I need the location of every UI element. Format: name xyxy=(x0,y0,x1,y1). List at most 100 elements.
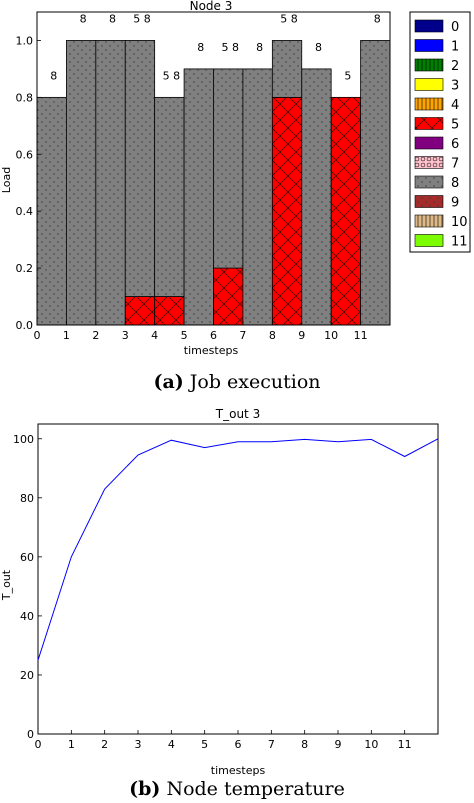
y-tick-label: 80 xyxy=(20,492,34,505)
legend-swatch xyxy=(414,136,444,150)
y-axis-label: Load xyxy=(0,167,13,193)
bar-segment-pattern xyxy=(125,40,155,297)
legend-label: 7 xyxy=(451,157,459,172)
bar-label: 5 8 xyxy=(221,41,239,54)
x-tick-label: 3 xyxy=(122,329,129,342)
x-tick-label: 10 xyxy=(364,738,378,751)
legend-label: 3 xyxy=(451,79,459,94)
bar-label: 5 8 xyxy=(133,12,151,25)
y-tick-label: 0.4 xyxy=(16,205,34,218)
bar-segment-pattern xyxy=(213,68,243,269)
legend-swatch-pattern xyxy=(415,117,443,130)
legend-swatch-pattern xyxy=(415,98,443,110)
bar-segment-pattern xyxy=(272,40,302,98)
x-tick-label: 7 xyxy=(239,329,246,342)
bar-segment-pattern xyxy=(301,68,332,325)
legend-label: 5 xyxy=(451,118,459,133)
legend-label: 9 xyxy=(451,196,459,211)
caption-b: (b) Node temperature xyxy=(0,778,474,800)
bar-segment-pattern xyxy=(272,97,302,325)
caption-a-text: Job execution xyxy=(189,371,321,393)
legend-label: 2 xyxy=(451,59,459,74)
legend-label: 0 xyxy=(451,20,459,35)
x-tick-label: 5 xyxy=(181,329,188,342)
x-tick-label: 2 xyxy=(92,329,99,342)
bar-label: 5 xyxy=(344,69,351,82)
legend-label: 4 xyxy=(451,98,459,113)
x-tick-label: 5 xyxy=(201,738,208,751)
x-tick-label: 1 xyxy=(63,329,70,342)
x-tick-label: 4 xyxy=(151,329,158,342)
legend-swatch-pattern xyxy=(415,59,443,71)
bar-segment-pattern xyxy=(125,296,155,325)
caption-b-text: Node temperature xyxy=(166,778,345,800)
y-tick-label: 60 xyxy=(20,551,34,564)
x-tick-label: 11 xyxy=(398,738,412,751)
bar-segment-pattern xyxy=(331,97,361,325)
bar-label: 5 8 xyxy=(163,69,181,82)
bar-labels: 8 8 8 5 8 5 8 8 5 8 8 5 8 8 5 8 xyxy=(50,12,381,82)
plot-frame xyxy=(37,423,439,735)
chart-title: T_out 3 xyxy=(215,407,260,421)
x-tick-label: 8 xyxy=(269,329,276,342)
bar-label: 8 xyxy=(256,41,263,54)
y-tick-label: 0 xyxy=(27,728,34,741)
y-tick-label: 40 xyxy=(20,610,34,623)
bar-label: 8 xyxy=(315,41,322,54)
bar-segment-pattern xyxy=(37,97,67,325)
legend-label: 10 xyxy=(451,215,468,230)
bar-segment-pattern xyxy=(242,68,273,325)
bar-label: 8 xyxy=(374,12,381,25)
bar-segment-pattern xyxy=(360,40,390,326)
legend-swatch xyxy=(414,78,444,91)
series-line xyxy=(37,438,439,661)
bar-label: 8 xyxy=(197,41,204,54)
job-execution-chart: Node 3 Load timesteps 88 8 5 85 88 5 8 85 88… xyxy=(0,0,471,357)
bar-label: 5 8 xyxy=(280,12,298,25)
x-tick-label: 1 xyxy=(68,738,75,751)
x-axis-label: timesteps xyxy=(184,344,239,357)
bar-segment-pattern xyxy=(154,296,185,325)
x-tick-label: 10 xyxy=(324,329,338,342)
legend-label: 11 xyxy=(451,235,468,250)
y-axis-label: T_out xyxy=(0,569,13,601)
bar-label: 8 xyxy=(80,12,87,25)
x-tick-label: 4 xyxy=(168,738,175,751)
y-tick-label: 0.6 xyxy=(16,148,34,161)
legend-swatch-pattern xyxy=(415,195,443,208)
bar-segment-pattern xyxy=(213,268,243,325)
y-ticks: 0.0 0.2 0.4 0.6 0.8 1.0 xyxy=(16,34,41,332)
y-tick-label: 0.0 xyxy=(16,319,34,332)
bar-segment-pattern xyxy=(154,97,185,297)
x-tick-label: 0 xyxy=(34,329,41,342)
x-tick-label: 8 xyxy=(301,738,308,751)
legend-swatch-pattern xyxy=(415,215,443,227)
legend-swatch xyxy=(414,39,444,52)
x-tick-label: 6 xyxy=(235,738,242,751)
legend-label: 8 xyxy=(451,176,459,191)
y-tick-label: 1.0 xyxy=(16,34,34,47)
x-tick-label: 3 xyxy=(135,738,142,751)
x-axis-label: timesteps xyxy=(211,764,266,777)
bar-segment-pattern xyxy=(66,40,96,326)
x-tick-label: 11 xyxy=(354,329,368,342)
bar-segment-pattern xyxy=(95,40,126,326)
legend: 0 1 2 3 4 5 6 7 8 9 10 11 xyxy=(409,11,471,253)
y-tick-label: 20 xyxy=(20,669,34,682)
x-ticks: 0 1 2 3 4 5 6 7 8 9 10 11 xyxy=(34,321,368,342)
bar-label: 8 xyxy=(50,69,57,82)
y-tick-label: 0.2 xyxy=(16,262,34,275)
x-tick-label: 9 xyxy=(298,329,305,342)
x-tick-label: 6 xyxy=(210,329,217,342)
x-tick-label: 0 xyxy=(35,738,42,751)
legend-swatch-pattern xyxy=(415,156,443,169)
y-tick-label: 0.8 xyxy=(16,91,34,104)
legend-label: 1 xyxy=(451,40,459,55)
legend-swatch xyxy=(414,234,444,247)
caption-b-tag: (b) xyxy=(129,778,161,800)
legend-swatch-pattern xyxy=(415,176,443,188)
x-tick-label: 2 xyxy=(101,738,108,751)
x-ticks: 0 1 2 3 4 5 6 7 8 9 10 11 xyxy=(35,730,412,751)
y-ticks: 0 20 40 60 80 100 xyxy=(13,433,42,741)
